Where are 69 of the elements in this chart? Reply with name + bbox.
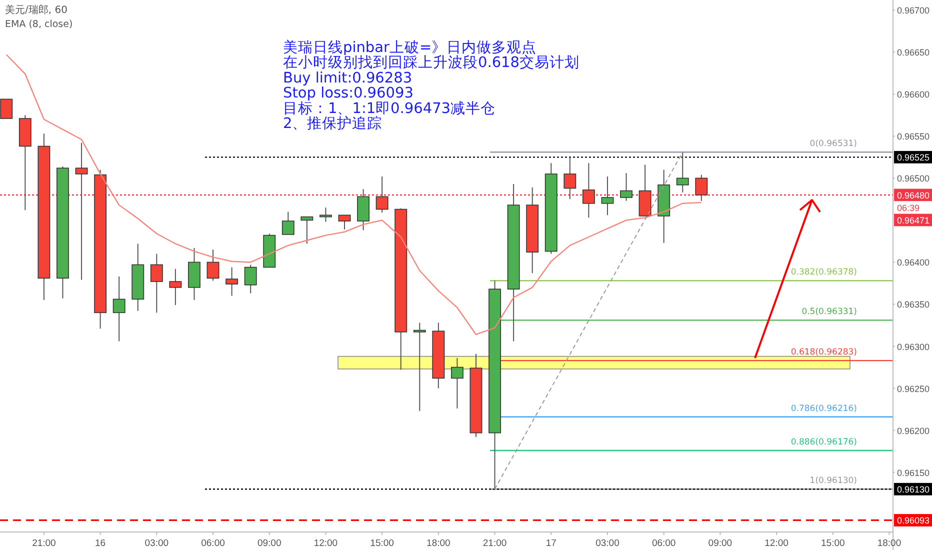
line-series [6,54,702,336]
candlestick [582,162,595,218]
annotation: Buy limit:0.96283 [283,70,412,86]
candlestick [413,322,426,412]
candlestick [564,156,576,200]
candlestick [620,172,632,202]
y-tick-label: 0.96250 [897,384,930,394]
x-tick-label: 15:00 [821,538,845,549]
y-tick-label: 0.96300 [897,342,930,352]
x-tick-label: 21:00 [482,538,507,549]
annotation: Stop loss:0.96093 [283,86,414,102]
ref-line-label: 1(0.96130) [810,476,857,486]
ref-line-label: 0.786(0.96216) [790,404,857,414]
candlestick [150,253,163,314]
y-tick-label: 0.96200 [897,426,930,436]
text: 06:39 [897,202,920,213]
candlestick [226,266,238,296]
candlestick [206,249,220,282]
x-tick-label: 09:00 [257,538,282,549]
x-tick-label: 06:00 [201,538,225,549]
candlestick [300,216,314,244]
y-tick-label: 0.96600 [897,90,930,100]
x-tick-label: 17 [546,538,556,549]
annotation: 美瑞日线pinbar上破=》日内做多观点 [283,39,537,56]
candlestick [676,152,689,193]
ref-line-label: 0.5(0.96331) [802,307,857,318]
x-tick-label: 18:00 [877,538,902,549]
candlestick [75,142,88,280]
x-tick-label: 06:00 [652,538,676,549]
candlestick [0,98,13,119]
y-tick-label: 0.96400 [897,258,930,268]
candlestick [244,264,257,294]
y-tick-label: 0.96500 [897,174,930,184]
ref-line-label: 0.96525 [897,152,930,162]
candlestick [695,174,708,202]
ref-line-label: 0.618(0.96283) [790,348,857,358]
x-tick-label: 12:00 [314,538,338,549]
ref-line-label: 0.96480 [897,190,930,200]
text: 0.96471 [897,215,930,226]
annotation: 2、推保护追踪 [283,115,382,132]
candlestick [450,358,464,409]
ref-line-label: 0(0.96531) [810,139,857,150]
candlestick [169,268,182,306]
candlestick [376,176,388,214]
ref-line-label: 0.886(0.96176) [790,437,857,448]
x-tick-label: 18:00 [426,538,450,549]
y-tick-label: 0.96550 [897,132,930,142]
candlestick [282,211,294,235]
candlestick [338,214,351,230]
x-tick-label: 09:00 [708,538,732,549]
ref-line-label: 0.382(0.96378) [790,268,857,278]
x-tick-label: 15:00 [370,538,394,549]
annotation: 在小时级别找到回踩上升波段0.618交易计划 [283,54,580,72]
candlestick [112,276,126,342]
y-tick-label: 0.96700 [897,6,930,16]
x-tick-label: 21:00 [32,538,56,549]
candlestick [601,176,614,216]
x-tick-label: 03:00 [596,538,620,549]
ref-line-label: 0.96093 [897,516,930,526]
ref-line-label: 0.96130 [897,484,930,494]
text: EMA (8, close) [5,19,73,30]
text: 美元/瑞郎, 60 [5,4,68,16]
x-tick-label: 16 [95,538,106,549]
y-tick-label: 0.96650 [897,48,930,58]
y-tick-label: 0.96150 [897,468,930,478]
x-tick-label: 12:00 [764,538,788,549]
y-tick-label: 0.96350 [897,300,930,310]
annotation: 目标：1、1:1即0.96473减半仓 [283,100,496,117]
x-tick-label: 03:00 [144,538,169,549]
